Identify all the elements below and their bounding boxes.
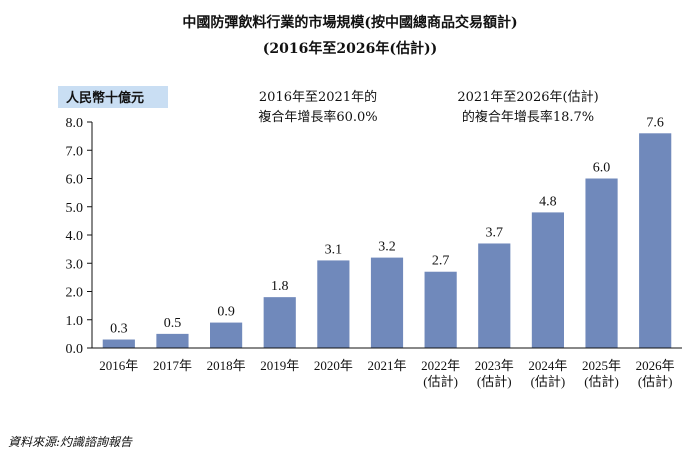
x-tick-label: 2023年 <box>475 358 514 373</box>
y-tick-label: 2.0 <box>66 286 84 301</box>
x-tick-label: 2020年 <box>314 358 353 373</box>
bar <box>370 257 404 348</box>
x-tick-label: (估計) <box>531 374 566 389</box>
y-tick-label: 3.0 <box>66 257 84 272</box>
data-label: 0.9 <box>217 305 235 320</box>
x-tick-label: 2025年 <box>582 358 621 373</box>
x-tick-label: (估計) <box>423 374 458 389</box>
y-tick-label: 5.0 <box>66 201 84 216</box>
data-label: 6.0 <box>593 161 611 176</box>
data-label: 3.7 <box>486 225 504 240</box>
bar <box>531 212 564 348</box>
y-tick-label: 8.0 <box>66 116 84 131</box>
bar <box>639 133 672 348</box>
source-note: 資料來源:灼識諮詢報告 <box>8 435 133 449</box>
chart-subtitle: (2016年至2026年(估計)) <box>263 40 437 57</box>
x-axis: 2016年 2017年 2018年 2019年 2020年 2021年 2022年(估計)2… <box>92 347 682 389</box>
x-tick-label: (估計) <box>638 374 673 389</box>
y-axis: 0.0 1.0 2.0 3.0 4.0 5.0 6.0 7.0 8.0 <box>66 116 93 357</box>
bar <box>424 271 457 348</box>
data-label: 2.7 <box>432 254 450 269</box>
bars: 0.3 0.5 0.9 1.8 3.1 3.2 2.7 3.7 4.8 6.0 7.6 <box>102 115 672 348</box>
x-tick-label: 2018年 <box>207 358 246 373</box>
y-tick-label: 7.0 <box>66 144 84 159</box>
bar <box>102 339 135 348</box>
x-tick-label: 2019年 <box>260 358 299 373</box>
data-label: 3.2 <box>378 240 396 255</box>
unit-label: 人民幣十億元 <box>66 90 144 106</box>
bar <box>317 260 350 348</box>
x-tick-label: 2021年 <box>367 358 406 373</box>
y-tick-label: 6.0 <box>66 173 84 188</box>
data-label: 7.6 <box>646 115 664 130</box>
bar <box>156 333 189 348</box>
x-tick-label: (估計) <box>477 374 512 389</box>
bar <box>263 297 296 348</box>
data-label: 4.8 <box>539 194 557 209</box>
x-tick-label: 2016年 <box>99 358 138 373</box>
chart-title: 中國防彈飲料行業的市場規模(按中國總商品交易額計) <box>182 14 517 31</box>
bar <box>585 178 618 348</box>
data-label: 0.3 <box>110 322 128 337</box>
data-label: 0.5 <box>164 316 182 331</box>
x-tick-label: 2017年 <box>153 358 192 373</box>
unit-label-box <box>58 86 168 108</box>
data-label: 1.8 <box>271 279 289 294</box>
x-tick-label: (估計) <box>584 374 619 389</box>
x-tick-label: 2024年 <box>528 358 567 373</box>
bar <box>478 243 511 348</box>
cagr-annotation: 2021年至2026年(估計) <box>457 89 598 105</box>
y-tick-label: 0.0 <box>66 342 84 357</box>
data-label: 3.1 <box>325 242 343 257</box>
x-tick-label: 2026年 <box>636 358 675 373</box>
cagr-annotation: 的複合年增長率18.7% <box>462 109 594 125</box>
cagr-annotation: 複合年增長率60.0% <box>258 109 377 125</box>
y-tick-label: 4.0 <box>66 229 84 244</box>
y-tick-label: 1.0 <box>66 314 84 329</box>
cagr-annotation: 2016年至2021年的 <box>259 89 377 105</box>
x-tick-label: 2022年 <box>421 358 460 373</box>
bar <box>210 322 243 348</box>
